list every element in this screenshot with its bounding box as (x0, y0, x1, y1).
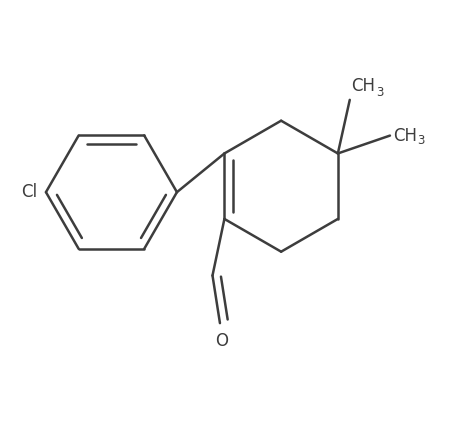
Text: Cl: Cl (21, 183, 37, 201)
Text: 3: 3 (417, 134, 425, 146)
Text: O: O (215, 332, 228, 350)
Text: CH: CH (351, 77, 375, 96)
Text: CH: CH (393, 126, 417, 145)
Text: 3: 3 (376, 86, 383, 99)
